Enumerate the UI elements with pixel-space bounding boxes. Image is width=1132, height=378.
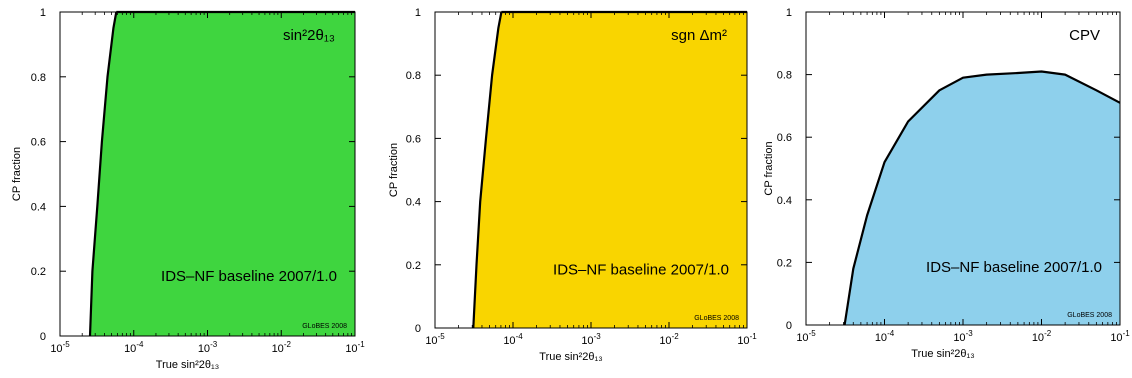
- x-axis-label: True sin²2θ₁₃: [539, 351, 602, 363]
- baseline-annotation: IDS–NF baseline 2007/1.0: [553, 261, 729, 278]
- y-tick-label: 0.8: [406, 70, 421, 82]
- x-tick-label: 10-3: [198, 340, 218, 355]
- x-tick-label: 10-3: [581, 332, 601, 347]
- y-tick-label: 0.4: [31, 201, 46, 213]
- y-tick-label: 0: [40, 331, 46, 343]
- x-tick-label: 10-2: [272, 340, 292, 355]
- baseline-annotation: IDS–NF baseline 2007/1.0: [161, 268, 337, 285]
- y-tick-label: 1: [40, 7, 46, 19]
- x-axis-label: True sin²2θ₁₃: [911, 348, 974, 360]
- sensitivity-boundary: [88, 11, 118, 337]
- sensitivity-boundary: [472, 11, 503, 329]
- y-tick-label: 1: [786, 7, 792, 19]
- x-tick-label: 10-2: [659, 332, 679, 347]
- x-tick-label: 10-5: [796, 329, 816, 344]
- y-tick-label: 1: [415, 7, 421, 19]
- baseline-annotation: IDS–NF baseline 2007/1.0: [926, 259, 1102, 276]
- x-tick-label: 10-4: [503, 332, 523, 347]
- y-axis-label: CP fraction: [388, 143, 400, 197]
- chart-panel-1: 10-5 10-4 10-3 10-2 10-1 0 0.2 0.4 0.6 0.8 1 True s…: [11, 7, 365, 371]
- y-tick-label: 0.2: [31, 266, 46, 278]
- x-tick-label: 10-2: [1032, 329, 1052, 344]
- x-tick-label: 10-1: [345, 340, 365, 355]
- globes-credit: GLoBES 2008: [694, 315, 739, 322]
- y-tick-label: 0.4: [406, 197, 421, 209]
- y-tick-label: 0.8: [31, 72, 46, 84]
- sensitivity-region: [844, 71, 1120, 325]
- y-tick-label: 0.6: [777, 132, 792, 144]
- panel-label: sin²2θ₁₃: [283, 27, 335, 44]
- y-tick-label: 0: [415, 323, 421, 335]
- y-axis-label: CP fraction: [11, 147, 23, 201]
- x-tick-label: 10-4: [124, 340, 144, 355]
- y-tick-label: 0.6: [406, 133, 421, 145]
- x-tick-label: 10-5: [425, 332, 445, 347]
- x-tick-label: 10-1: [1110, 329, 1130, 344]
- globes-credit: GLoBES 2008: [302, 323, 347, 330]
- x-tick-label: 10-1: [737, 332, 757, 347]
- x-tick-label: 10-3: [953, 329, 973, 344]
- x-tick-label: 10-5: [50, 340, 70, 355]
- y-tick-label: 0.2: [777, 257, 792, 269]
- y-tick-label: 0.4: [777, 195, 792, 207]
- sensitivity-region: [90, 12, 355, 336]
- panel-label: CPV: [1069, 27, 1100, 44]
- globes-credit: GLoBES 2008: [1067, 312, 1112, 319]
- panel-label: sgn Δm²: [671, 27, 727, 44]
- y-tick-label: 0.2: [406, 260, 421, 272]
- y-tick-label: 0.6: [31, 137, 46, 149]
- sensitivity-region: [473, 12, 747, 328]
- x-axis-label: True sin²2θ₁₃: [156, 359, 219, 371]
- x-tick-label: 10-4: [875, 329, 895, 344]
- chart-panel-3: 10-5 10-4 10-3 10-2 10-1 0 0.2 0.4 0.6 0.8 1 True s…: [763, 7, 1130, 360]
- y-tick-label: 0.8: [777, 70, 792, 82]
- chart-panel-2: 10-5 10-4 10-3 10-2 10-1 0 0.2 0.4 0.6 0.8 1 True s…: [388, 7, 757, 363]
- y-tick-label: 0: [786, 320, 792, 332]
- sensitivity-boundary: [843, 70, 1121, 326]
- y-axis-label: CP fraction: [763, 141, 775, 195]
